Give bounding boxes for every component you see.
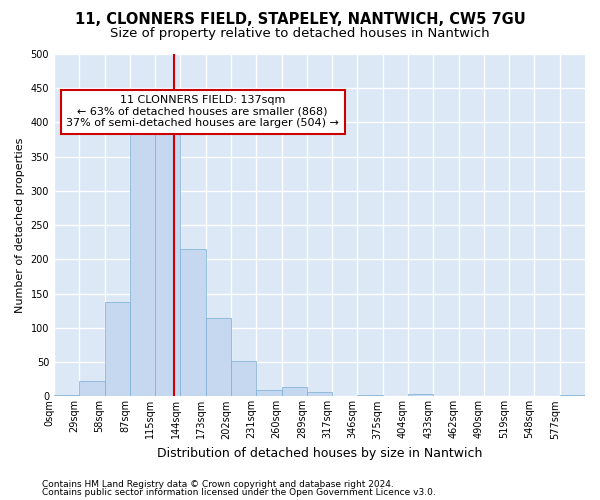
Bar xyxy=(54,395,79,396)
Bar xyxy=(206,318,231,396)
Bar xyxy=(181,249,206,396)
Bar xyxy=(281,387,307,396)
Text: Contains HM Land Registry data © Crown copyright and database right 2024.: Contains HM Land Registry data © Crown c… xyxy=(42,480,394,489)
Bar xyxy=(307,392,332,396)
Bar xyxy=(560,395,585,396)
Text: 11 CLONNERS FIELD: 137sqm
← 63% of detached houses are smaller (868)
37% of semi: 11 CLONNERS FIELD: 137sqm ← 63% of detac… xyxy=(66,95,339,128)
Y-axis label: Number of detached properties: Number of detached properties xyxy=(15,138,25,313)
Text: Size of property relative to detached houses in Nantwich: Size of property relative to detached ho… xyxy=(110,28,490,40)
Bar xyxy=(231,361,256,396)
Bar xyxy=(358,395,383,396)
Bar xyxy=(408,394,433,396)
Text: 11, CLONNERS FIELD, STAPELEY, NANTWICH, CW5 7GU: 11, CLONNERS FIELD, STAPELEY, NANTWICH, … xyxy=(74,12,526,28)
Bar xyxy=(155,122,181,396)
Bar xyxy=(79,382,104,396)
X-axis label: Distribution of detached houses by size in Nantwich: Distribution of detached houses by size … xyxy=(157,447,482,460)
Text: Contains public sector information licensed under the Open Government Licence v3: Contains public sector information licen… xyxy=(42,488,436,497)
Bar xyxy=(104,302,130,396)
Bar xyxy=(256,390,281,396)
Bar xyxy=(130,118,155,396)
